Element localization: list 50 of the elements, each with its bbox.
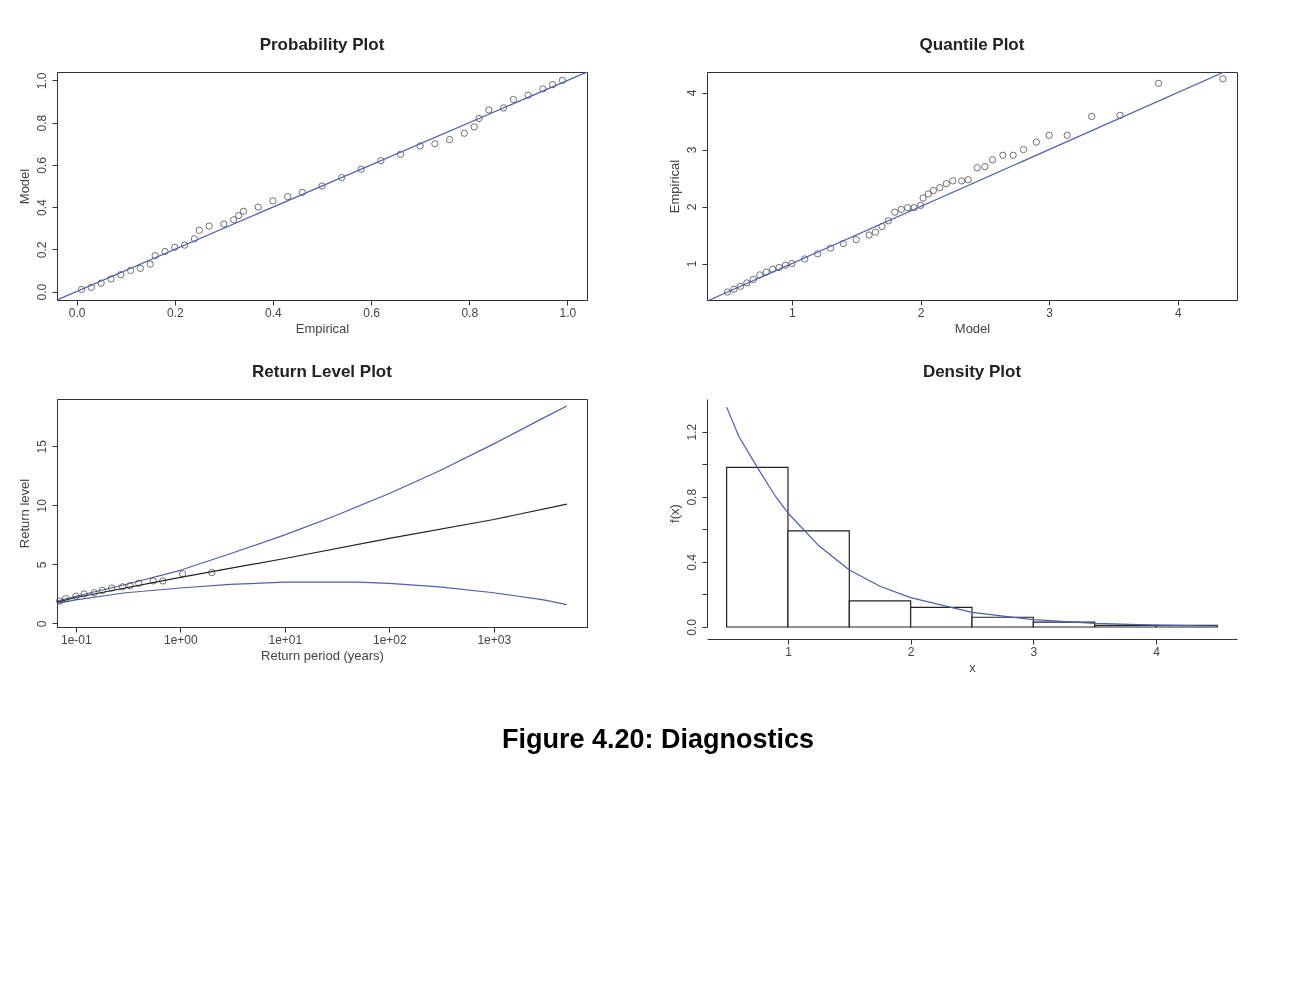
- x-tick-label: 1e+02: [372, 632, 407, 647]
- x-tick-label: 1e+03: [477, 632, 512, 647]
- chart-title: Quantile Plot: [919, 35, 1025, 54]
- x-tick-label: 0.6: [363, 305, 381, 320]
- y-tick-label: 0: [34, 620, 49, 628]
- x-tick-label: 4: [1174, 305, 1182, 320]
- x-tick-label: 2: [917, 305, 925, 320]
- x-tick-label: 1e-01: [61, 632, 93, 647]
- x-tick-label: 3: [1046, 305, 1054, 320]
- y-tick-label: 0.8: [34, 114, 49, 132]
- y-tick-label: 0.4: [34, 198, 49, 216]
- y-tick-label: 0.0: [684, 618, 699, 636]
- x-axis-title: x: [969, 659, 977, 675]
- y-tick-label: 10: [34, 498, 49, 513]
- caption: Figure 4.20: Diagnostics: [500, 724, 816, 755]
- y-axis-title: Model: [16, 168, 32, 205]
- y-tick-label: 0.4: [684, 553, 699, 571]
- y-tick-label: 0.0: [34, 283, 49, 301]
- y-tick-label: 0.6: [34, 156, 49, 174]
- x-tick-label: 1e+00: [163, 632, 199, 647]
- x-tick-label: 1.0: [559, 305, 577, 320]
- y-tick-label: 0.2: [34, 241, 49, 259]
- y-tick-label: 2: [684, 203, 699, 211]
- y-tick-label: 4: [684, 89, 699, 97]
- chart-title: Density Plot: [922, 362, 1022, 381]
- y-tick-label: 3: [684, 146, 699, 154]
- y-axis-title: Empirical: [666, 159, 682, 214]
- x-axis-title: Model: [954, 320, 991, 336]
- y-axis-title: f(x): [666, 504, 682, 523]
- y-axis-title: Return level: [16, 478, 32, 549]
- x-tick-label: 2: [907, 644, 915, 659]
- x-tick-label: 0.0: [68, 305, 86, 320]
- x-tick-label: 1: [785, 644, 793, 659]
- x-axis-title: Empirical: [295, 320, 350, 336]
- y-tick-label: 1.0: [34, 72, 49, 90]
- x-tick-label: 0.8: [461, 305, 479, 320]
- y-tick-label: 0.8: [684, 488, 699, 506]
- x-tick-label: 4: [1153, 644, 1161, 659]
- x-tick-label: 0.2: [166, 305, 184, 320]
- y-tick-label: 5: [34, 561, 49, 569]
- chart-title: Return Level Plot: [252, 362, 393, 381]
- x-tick-label: 1e+01: [268, 632, 303, 647]
- y-tick-label: 15: [34, 439, 49, 454]
- y-tick-label: 1: [684, 260, 699, 268]
- x-tick-label: 0.4: [265, 305, 283, 320]
- x-axis-title: Return period (years): [261, 647, 384, 663]
- x-tick-label: 1: [789, 305, 797, 320]
- chart-title: Probability Plot: [259, 35, 385, 54]
- y-tick-label: 1.2: [684, 423, 699, 441]
- x-tick-label: 3: [1030, 644, 1038, 659]
